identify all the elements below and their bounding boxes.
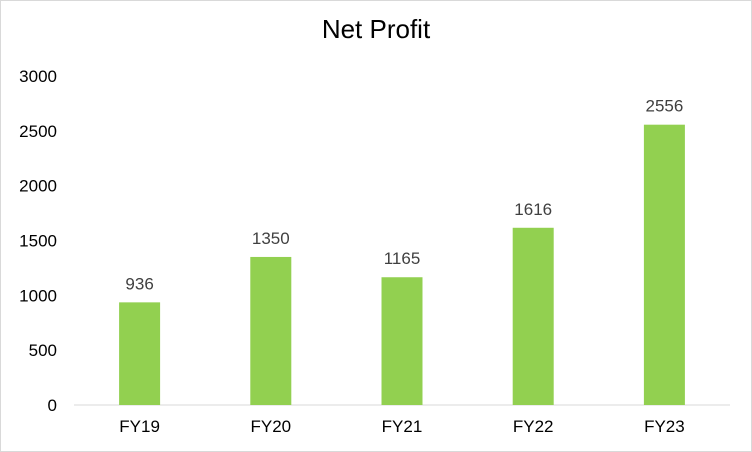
y-tick-label: 3000 <box>19 67 57 86</box>
x-tick-label: FY19 <box>119 417 160 436</box>
bar-series <box>119 124 685 405</box>
data-label: 1616 <box>514 200 552 219</box>
data-labels: 936 1350 1165 1616 2556 <box>125 97 683 294</box>
bar <box>119 302 161 405</box>
bar <box>512 227 554 405</box>
y-tick-label: 2500 <box>19 122 57 141</box>
data-label: 1165 <box>384 249 421 268</box>
x-axis: FY19 FY20 FY21 FY22 FY23 <box>74 404 730 436</box>
chart-title: Net Profit <box>321 14 431 44</box>
y-tick-label: 2000 <box>19 177 57 196</box>
x-tick-label: FY23 <box>644 417 685 436</box>
y-tick-label: 1000 <box>19 286 57 305</box>
y-tick-label: 0 <box>48 396 57 415</box>
x-tick-label: FY22 <box>513 417 554 436</box>
x-tick-label: FY21 <box>382 417 423 436</box>
bar <box>250 256 292 405</box>
bar <box>381 277 423 405</box>
data-label: 2556 <box>645 97 683 116</box>
data-label: 936 <box>125 274 153 293</box>
x-tick-label: FY20 <box>250 417 291 436</box>
bar <box>643 124 685 405</box>
y-tick-label: 500 <box>29 341 57 360</box>
y-axis: 0 500 1000 1500 2000 2500 3000 <box>19 67 57 415</box>
data-label: 1350 <box>252 229 290 248</box>
y-tick-label: 1500 <box>19 232 57 251</box>
